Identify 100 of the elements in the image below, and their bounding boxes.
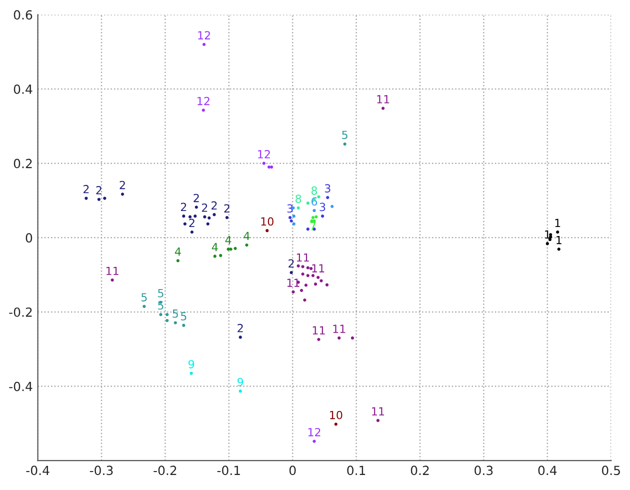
point	[311, 274, 315, 278]
x-tick-label: -0.1	[217, 466, 240, 476]
x-tick-label: 0.1	[347, 466, 366, 476]
point	[306, 228, 310, 231]
text: 1	[556, 236, 562, 244]
text: 2	[288, 259, 294, 268]
point	[350, 336, 354, 340]
point	[190, 372, 193, 375]
y-tick-label: 0.4	[14, 84, 32, 94]
point	[557, 248, 560, 251]
x-tick-label: -0.3	[90, 466, 113, 476]
point	[234, 246, 237, 250]
point	[296, 206, 300, 210]
point	[225, 216, 229, 220]
y-tick-label: -0.2	[9, 307, 32, 317]
point	[301, 272, 304, 276]
point	[312, 208, 316, 212]
text: 5	[142, 293, 147, 302]
text: 12	[198, 96, 210, 106]
point	[343, 142, 346, 146]
point	[320, 279, 323, 282]
point	[202, 108, 205, 112]
x-tick-label: -0.4	[26, 466, 50, 476]
text: 11	[106, 266, 118, 275]
point	[229, 248, 232, 251]
point	[219, 254, 222, 258]
point	[270, 165, 274, 169]
point	[306, 202, 310, 205]
x-tick-label: 0	[289, 466, 296, 476]
point	[182, 214, 186, 218]
text: 5	[172, 310, 178, 318]
text: 2	[202, 204, 208, 212]
text: 1	[555, 218, 560, 227]
point	[306, 266, 310, 270]
point	[103, 196, 106, 200]
series-label: 11	[312, 264, 324, 272]
point	[142, 304, 146, 308]
y-tick-label: 0.2	[14, 158, 32, 168]
point	[296, 264, 300, 268]
point	[334, 422, 338, 426]
point	[120, 192, 124, 196]
series-label: 8	[311, 186, 318, 195]
text: 2	[96, 186, 102, 194]
text: 11	[372, 407, 384, 416]
point	[166, 313, 169, 316]
point	[326, 196, 330, 200]
text: 3	[320, 202, 326, 212]
y-tick-label: 0.6	[14, 10, 32, 20]
point	[245, 244, 248, 247]
x-tick-label: 0.3	[474, 466, 493, 476]
point	[208, 216, 211, 220]
text: 11	[287, 278, 300, 287]
point	[226, 248, 230, 251]
point	[206, 222, 210, 226]
y-tick-label: 0	[26, 233, 32, 243]
text: 2	[212, 201, 217, 210]
text: 2	[224, 204, 230, 212]
point	[266, 229, 269, 232]
point	[316, 276, 320, 279]
text: 11	[296, 253, 309, 262]
series-label: 9	[238, 378, 244, 386]
point	[97, 198, 101, 201]
point	[292, 222, 296, 226]
text: 10	[330, 410, 342, 420]
point	[159, 313, 162, 316]
point	[213, 254, 216, 258]
x-tick-label: 0.4	[538, 466, 557, 476]
point	[238, 336, 242, 339]
point	[166, 318, 169, 322]
point	[212, 213, 216, 216]
point	[238, 390, 242, 393]
point	[194, 206, 198, 209]
point	[262, 162, 266, 165]
point	[182, 324, 186, 327]
point	[546, 242, 549, 246]
point	[292, 290, 295, 294]
text: 5	[180, 312, 186, 320]
point	[190, 230, 194, 234]
point	[382, 106, 385, 110]
x-tick-label: 0.2	[410, 466, 429, 476]
text: 4	[212, 243, 218, 252]
text: 11	[333, 324, 346, 333]
point	[325, 283, 329, 286]
point	[303, 298, 306, 302]
text: 2	[180, 202, 186, 212]
point	[317, 338, 320, 342]
point	[194, 214, 197, 218]
point	[203, 215, 206, 218]
x-tick-label: 0.5	[602, 466, 620, 476]
series-label: 12	[198, 31, 210, 40]
text: 11	[312, 326, 325, 334]
point	[312, 440, 316, 443]
text: 11	[377, 95, 390, 104]
point	[556, 230, 560, 234]
point	[376, 418, 380, 422]
series-label: 3	[287, 204, 293, 213]
text: 8	[296, 194, 302, 203]
point	[290, 271, 293, 274]
x-tick-label: -0.2	[154, 466, 176, 476]
text: 9	[188, 360, 194, 368]
